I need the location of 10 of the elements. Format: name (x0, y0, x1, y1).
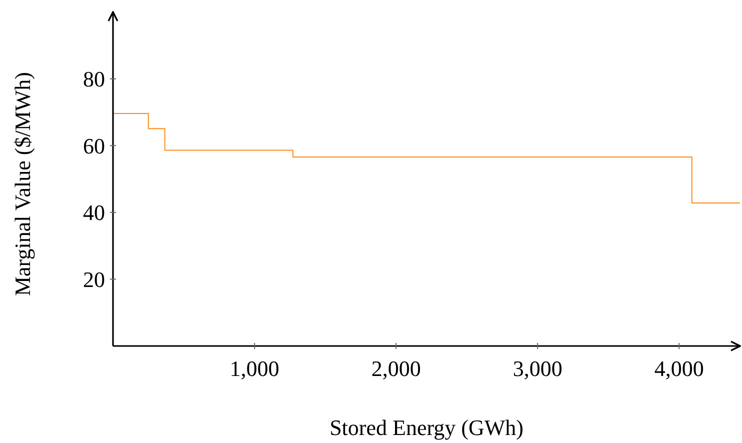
y-tick-label: 80 (83, 66, 105, 92)
x-axis-title: Stored Energy (GWh) (330, 415, 524, 440)
y-tick-label: 40 (83, 200, 105, 226)
x-tick-label: 1,000 (230, 356, 280, 381)
x-tick-label: 4,000 (654, 356, 704, 381)
y-tick-label: 20 (83, 266, 105, 292)
x-tick-label: 2,000 (371, 356, 421, 381)
y-axis-title: Marginal Value ($/MWh) (10, 72, 35, 296)
x-tick-label: 3,000 (512, 356, 562, 381)
y-tick-label: 60 (83, 133, 105, 158)
